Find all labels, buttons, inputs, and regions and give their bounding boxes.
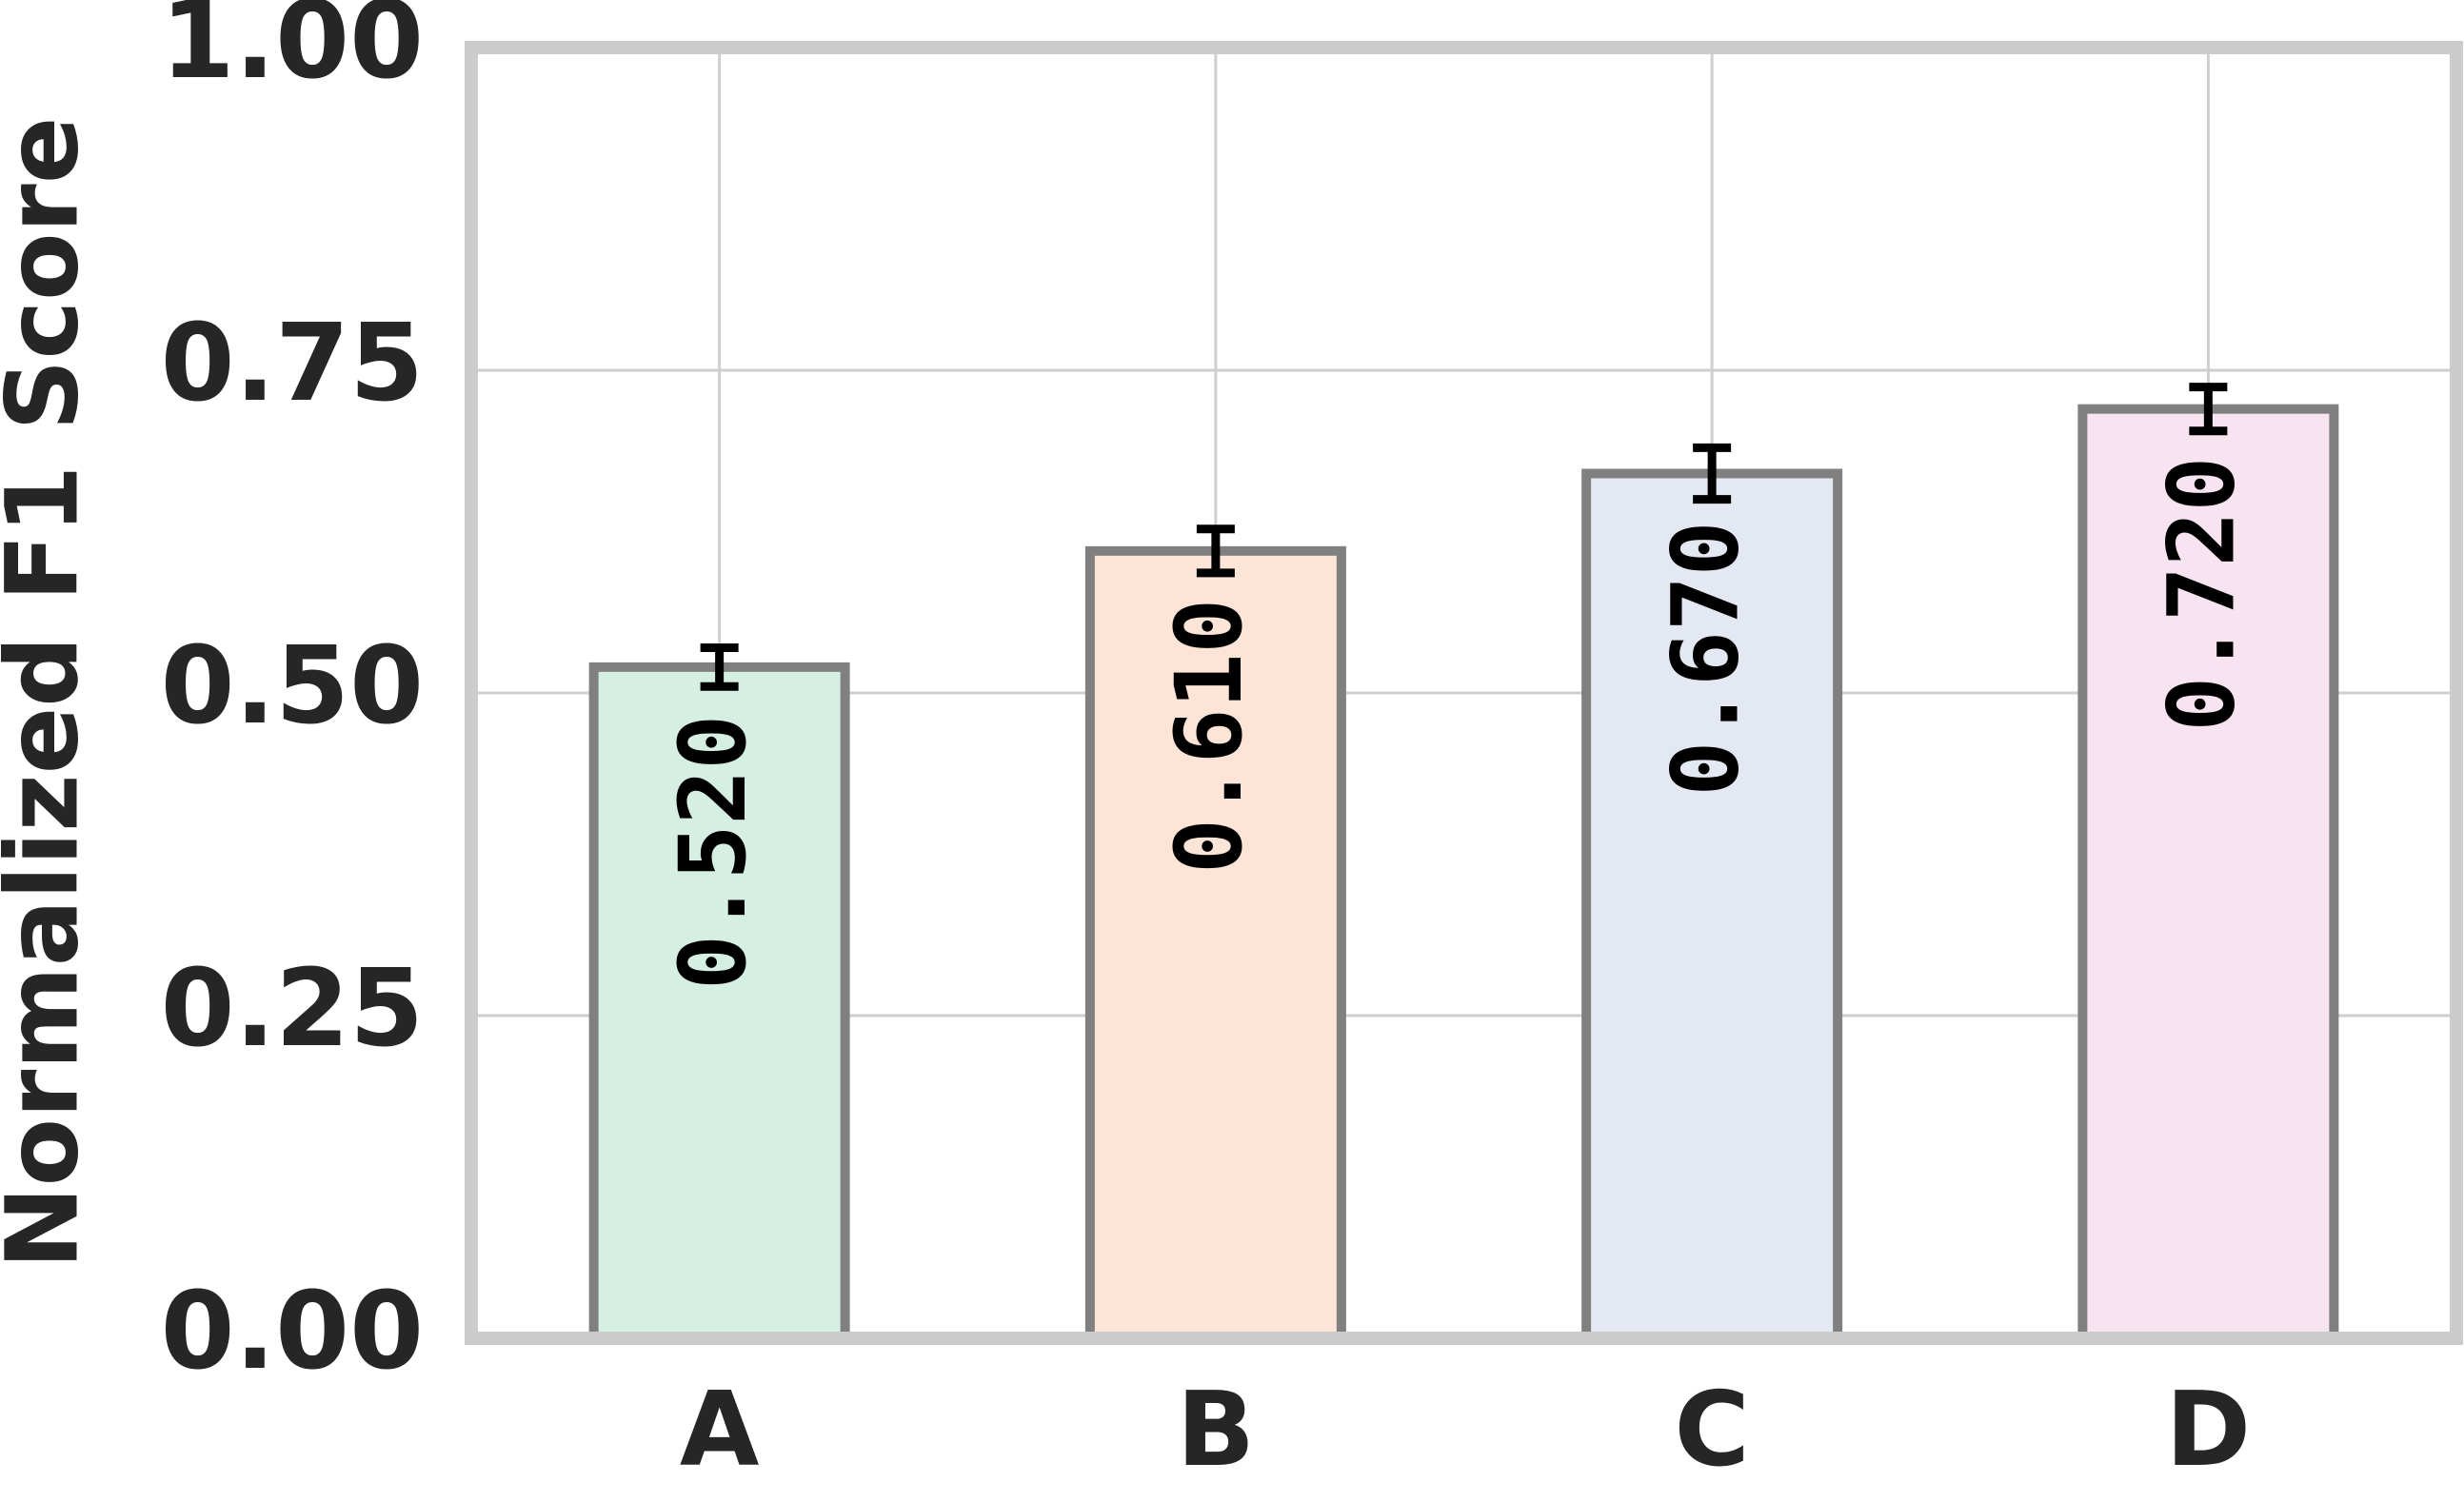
error-bar <box>2189 383 2228 436</box>
x-tick-label: B <box>1177 1371 1255 1490</box>
error-bar <box>1693 443 1732 504</box>
bar <box>1581 468 1843 1344</box>
value-label: 0.670 <box>1652 521 1759 796</box>
value-label: 0.720 <box>2149 457 2255 732</box>
y-tick-label: 0.00 <box>161 1270 424 1393</box>
y-tick-label: 1.00 <box>161 0 424 103</box>
x-tick-label: C <box>1674 1371 1749 1490</box>
y-tick-label: 0.50 <box>161 624 424 748</box>
x-tick-label: D <box>2166 1371 2252 1490</box>
value-label: 0.610 <box>1156 599 1262 874</box>
error-bar <box>700 643 739 691</box>
y-tick-label: 0.75 <box>161 302 424 425</box>
plot-frame <box>465 41 2463 1345</box>
y-axis-label: Normalized F1 Score <box>0 117 100 1270</box>
y-tick-label: 0.25 <box>161 947 424 1071</box>
x-tick-label: A <box>680 1371 760 1490</box>
value-label: 0.520 <box>660 715 766 990</box>
error-bar <box>1196 524 1235 578</box>
